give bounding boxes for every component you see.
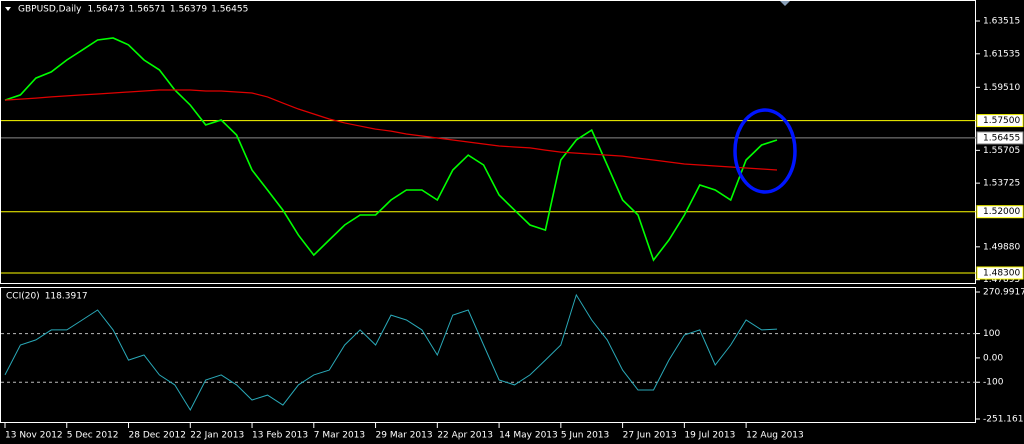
chart-title: GBPUSD,Daily	[18, 5, 82, 15]
ohlc-value: 1.56571	[129, 5, 166, 15]
x-tick-label: 5 Dec 2012	[67, 431, 119, 441]
cci-title: CCI(20)	[6, 292, 40, 302]
y-tick-label: 1.55705	[983, 146, 1020, 156]
level-label: 1.57500	[983, 116, 1020, 126]
x-tick-label: 14 May 2013	[499, 431, 558, 441]
moving-average	[4, 89, 778, 171]
price-panel	[0, 0, 976, 284]
cci-line	[4, 293, 778, 412]
y-tick-label: 100	[983, 329, 1000, 339]
menu-triangle	[5, 7, 11, 11]
cci-panel	[0, 287, 976, 423]
current-price-box	[976, 131, 1024, 145]
level-label-box	[976, 205, 1024, 219]
level-label-box	[976, 266, 1024, 280]
x-tick-label: 29 Mar 2013	[376, 431, 433, 441]
y-tick-label: -100	[983, 378, 1004, 388]
y-tick-label: 1.63515	[983, 16, 1020, 26]
x-tick-label: 13 Feb 2013	[252, 431, 308, 441]
y-tick-label: 1.47895	[983, 275, 1020, 285]
x-tick-label: 13 Nov 2012	[5, 431, 63, 441]
x-tick-label: 7 Mar 2013	[314, 431, 365, 441]
x-tick-label: 5 Jun 2013	[561, 431, 609, 441]
cci-current: 118.3917	[45, 292, 88, 302]
x-tick-label: 27 Jun 2013	[623, 431, 677, 441]
current-price-label: 1.56455	[983, 133, 1020, 143]
y-tick-label: -251.1611	[983, 415, 1024, 425]
ohlc-value: 1.56455	[211, 5, 248, 15]
ohlc-value: 1.56379	[170, 5, 207, 15]
y-tick-label: 0.00	[983, 353, 1003, 363]
y-tick-label: 1.53725	[983, 179, 1020, 189]
shift-marker	[780, 1, 790, 6]
level-label: 1.52000	[983, 207, 1020, 217]
x-tick-label: 19 Jul 2013	[684, 431, 735, 441]
y-tick-label: 1.59510	[983, 83, 1020, 93]
x-tick-label: 22 Apr 2013	[437, 431, 493, 441]
x-tick-label: 12 Aug 2013	[746, 431, 804, 441]
y-tick-label: 270.9917	[983, 288, 1024, 298]
level-label-box	[976, 114, 1024, 128]
y-tick-label: 1.49880	[983, 242, 1020, 252]
highlight-ellipse	[733, 108, 797, 194]
y-tick-label: 1.61535	[983, 49, 1020, 59]
ohlc-value: 1.56473	[87, 5, 124, 15]
x-tick-label: 22 Jan 2013	[190, 431, 244, 441]
price-line	[4, 37, 778, 262]
x-tick-label: 28 Dec 2012	[129, 431, 187, 441]
level-label: 1.48300	[983, 268, 1020, 278]
